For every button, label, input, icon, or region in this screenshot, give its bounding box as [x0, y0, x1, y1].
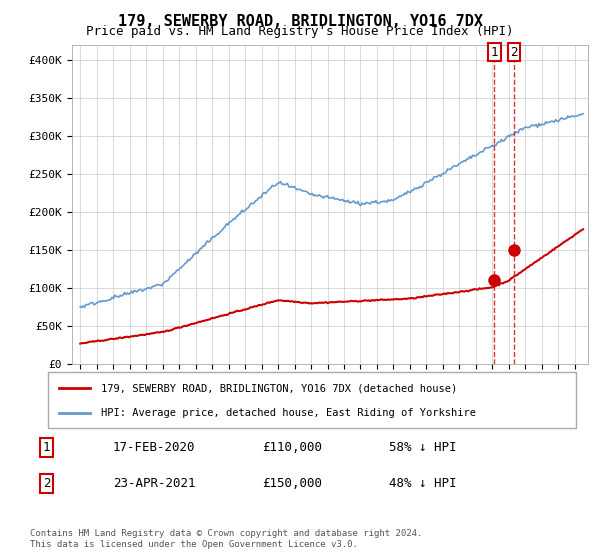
Text: 48% ↓ HPI: 48% ↓ HPI: [389, 477, 457, 490]
Text: 2: 2: [43, 477, 50, 490]
Text: 1: 1: [491, 46, 498, 59]
Text: 2: 2: [511, 46, 518, 59]
Text: 179, SEWERBY ROAD, BRIDLINGTON, YO16 7DX: 179, SEWERBY ROAD, BRIDLINGTON, YO16 7DX: [118, 14, 482, 29]
Text: 23-APR-2021: 23-APR-2021: [113, 477, 196, 490]
Text: HPI: Average price, detached house, East Riding of Yorkshire: HPI: Average price, detached house, East…: [101, 408, 476, 418]
Text: 58% ↓ HPI: 58% ↓ HPI: [389, 441, 457, 454]
Text: Contains HM Land Registry data © Crown copyright and database right 2024.
This d: Contains HM Land Registry data © Crown c…: [30, 529, 422, 549]
Text: 179, SEWERBY ROAD, BRIDLINGTON, YO16 7DX (detached house): 179, SEWERBY ROAD, BRIDLINGTON, YO16 7DX…: [101, 383, 457, 393]
Text: 17-FEB-2020: 17-FEB-2020: [113, 441, 196, 454]
Text: £150,000: £150,000: [262, 477, 322, 490]
FancyBboxPatch shape: [48, 372, 576, 428]
Text: £110,000: £110,000: [262, 441, 322, 454]
Text: 1: 1: [43, 441, 50, 454]
Text: Price paid vs. HM Land Registry's House Price Index (HPI): Price paid vs. HM Land Registry's House …: [86, 25, 514, 38]
